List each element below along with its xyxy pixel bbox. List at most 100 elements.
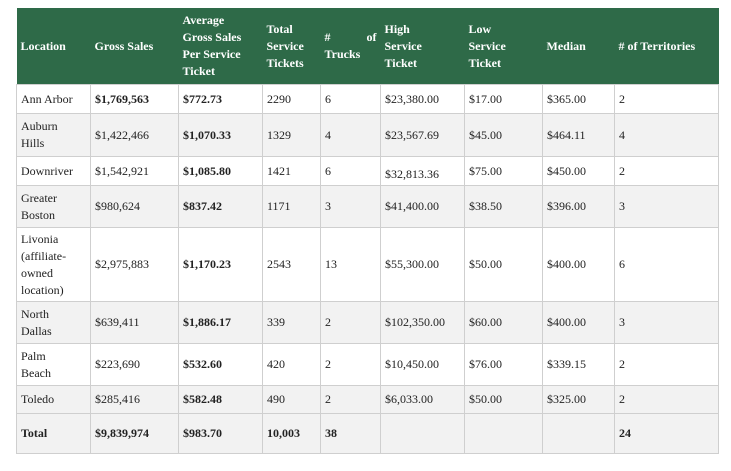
low-ticket-cell: $17.00: [464, 84, 543, 114]
header-row: Location Gross Sales Average Gross Sales…: [16, 8, 719, 85]
tickets-cell: 1421: [262, 156, 321, 186]
tickets-cell: 420: [262, 343, 321, 386]
sales-table: Location Gross Sales Average Gross Sales…: [16, 8, 719, 454]
table-row: Auburn Hills $1,422,466 $1,070.33 1329 4 …: [16, 113, 719, 157]
table-row: Livonia (affiliate-owned location) $2,975,…: [16, 227, 719, 302]
territories-cell: 2: [614, 385, 719, 414]
sales-table-container: Location Gross Sales Average Gross Sales…: [16, 8, 719, 454]
gross-sales-cell: $1,542,921: [90, 156, 179, 186]
avg-gross-cell: $837.42: [178, 185, 263, 228]
high-ticket-cell: $6,033.00: [380, 385, 465, 414]
median-cell: $339.15: [542, 343, 615, 386]
header-trucks: # of Trucks: [320, 8, 381, 85]
header-avg-gross: Average Gross Sales Per Service Ticket: [178, 8, 263, 85]
median-cell: $365.00: [542, 84, 615, 114]
high-ticket-cell: $102,350.00: [380, 301, 465, 344]
trucks-cell: 3: [320, 185, 381, 228]
tickets-cell: 1171: [262, 185, 321, 228]
location-cell: Livonia (affiliate-owned location): [16, 227, 91, 302]
tickets-cell: 1329: [262, 113, 321, 157]
avg-gross-cell: $1,886.17: [178, 301, 263, 344]
location-cell: Palm Beach: [16, 343, 91, 386]
tickets-cell: 339: [262, 301, 321, 344]
territories-cell: 3: [614, 301, 719, 344]
low-ticket-cell: $75.00: [464, 156, 543, 186]
header-gross-sales: Gross Sales: [90, 8, 179, 85]
total-avg-gross: $983.70: [178, 413, 263, 454]
territories-cell: 4: [614, 113, 719, 157]
avg-gross-cell: $582.48: [178, 385, 263, 414]
avg-gross-cell: $772.73: [178, 84, 263, 114]
total-label: Total: [16, 413, 91, 454]
low-ticket-cell: $50.00: [464, 227, 543, 302]
trucks-cell: 6: [320, 84, 381, 114]
total-low-ticket: [464, 413, 543, 454]
table-row: Ann Arbor $1,769,563 $772.73 2290 6 $23,…: [16, 84, 719, 114]
high-ticket-cell: $32,813.36: [380, 156, 465, 186]
total-gross-sales: $9,839,974: [90, 413, 179, 454]
table-row: Greater Boston $980,624 $837.42 1171 3 $4…: [16, 185, 719, 228]
low-ticket-cell: $76.00: [464, 343, 543, 386]
gross-sales-cell: $2,975,883: [90, 227, 179, 302]
territories-cell: 2: [614, 84, 719, 114]
header-location: Location: [16, 8, 91, 85]
high-ticket-cell: $41,400.00: [380, 185, 465, 228]
trucks-cell: 13: [320, 227, 381, 302]
gross-sales-cell: $223,690: [90, 343, 179, 386]
territories-cell: 2: [614, 343, 719, 386]
avg-gross-cell: $1,170.23: [178, 227, 263, 302]
total-territories: 24: [614, 413, 719, 454]
header-high-ticket: High Service Ticket: [380, 8, 465, 85]
trucks-cell: 4: [320, 113, 381, 157]
low-ticket-cell: $45.00: [464, 113, 543, 157]
territories-cell: 2: [614, 156, 719, 186]
high-ticket-cell: $10,450.00: [380, 343, 465, 386]
gross-sales-cell: $980,624: [90, 185, 179, 228]
low-ticket-cell: $38.50: [464, 185, 543, 228]
location-cell: Downriver: [16, 156, 91, 186]
trucks-cell: 2: [320, 385, 381, 414]
tickets-cell: 2543: [262, 227, 321, 302]
total-median: [542, 413, 615, 454]
location-cell: Toledo: [16, 385, 91, 414]
median-cell: $396.00: [542, 185, 615, 228]
median-cell: $464.11: [542, 113, 615, 157]
header-total-tickets: Total Service Tickets: [262, 8, 321, 85]
tickets-cell: 2290: [262, 84, 321, 114]
location-cell: Ann Arbor: [16, 84, 91, 114]
total-tickets: 10,003: [262, 413, 321, 454]
low-ticket-cell: $60.00: [464, 301, 543, 344]
header-low-ticket: Low Service Ticket: [464, 8, 543, 85]
table-row: Downriver $1,542,921 $1,085.80 1421 6 $3…: [16, 156, 719, 186]
low-ticket-cell: $50.00: [464, 385, 543, 414]
tickets-cell: 490: [262, 385, 321, 414]
trucks-cell: 2: [320, 343, 381, 386]
trucks-cell: 2: [320, 301, 381, 344]
avg-gross-cell: $1,085.80: [178, 156, 263, 186]
gross-sales-cell: $285,416: [90, 385, 179, 414]
total-row: Total $9,839,974 $983.70 10,003 38 24: [16, 413, 719, 454]
location-cell: Auburn Hills: [16, 113, 91, 157]
gross-sales-cell: $639,411: [90, 301, 179, 344]
median-cell: $325.00: [542, 385, 615, 414]
avg-gross-cell: $1,070.33: [178, 113, 263, 157]
high-ticket-cell: $23,380.00: [380, 84, 465, 114]
table-row: Toledo $285,416 $582.48 490 2 $6,033.00 …: [16, 385, 719, 414]
gross-sales-cell: $1,769,563: [90, 84, 179, 114]
location-cell: North Dallas: [16, 301, 91, 344]
high-ticket-cell: $55,300.00: [380, 227, 465, 302]
territories-cell: 6: [614, 227, 719, 302]
gross-sales-cell: $1,422,466: [90, 113, 179, 157]
high-ticket-cell: $23,567.69: [380, 113, 465, 157]
total-trucks: 38: [320, 413, 381, 454]
territories-cell: 3: [614, 185, 719, 228]
avg-gross-cell: $532.60: [178, 343, 263, 386]
location-cell: Greater Boston: [16, 185, 91, 228]
median-cell: $400.00: [542, 301, 615, 344]
table-row: North Dallas $639,411 $1,886.17 339 2 $10…: [16, 301, 719, 344]
table-row: Palm Beach $223,690 $532.60 420 2 $10,450…: [16, 343, 719, 386]
header-territories: # of Territories: [614, 8, 719, 85]
median-cell: $400.00: [542, 227, 615, 302]
trucks-cell: 6: [320, 156, 381, 186]
median-cell: $450.00: [542, 156, 615, 186]
